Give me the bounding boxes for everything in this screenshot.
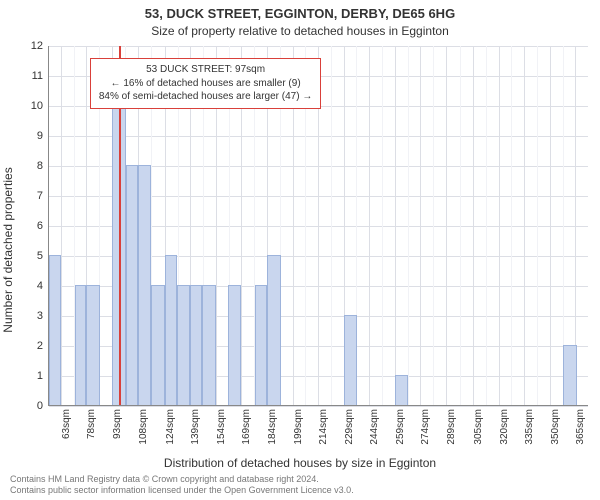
y-tick-label: 3 bbox=[37, 310, 43, 322]
x-tick-label: 214sqm bbox=[318, 409, 329, 445]
histogram-bar bbox=[267, 255, 281, 405]
x-tick-label: 63sqm bbox=[61, 409, 72, 439]
histogram-bar bbox=[563, 345, 577, 405]
histogram-bar bbox=[165, 255, 177, 405]
x-tick-label: 169sqm bbox=[241, 409, 252, 445]
chart-subtitle: Size of property relative to detached ho… bbox=[0, 24, 600, 38]
gridline-v bbox=[524, 46, 525, 405]
x-tick-label: 244sqm bbox=[369, 409, 380, 445]
histogram-bar bbox=[177, 285, 191, 405]
histogram-bar bbox=[344, 315, 358, 405]
x-tick-label: 229sqm bbox=[344, 409, 355, 445]
y-tick-label: 1 bbox=[37, 370, 43, 382]
y-tick-label: 6 bbox=[37, 220, 43, 232]
gridline-v-minor bbox=[408, 46, 409, 405]
gridline-v bbox=[369, 46, 370, 405]
gridline-v bbox=[420, 46, 421, 405]
y-tick-label: 11 bbox=[32, 70, 43, 82]
attribution-line-1: Contains HM Land Registry data © Crown c… bbox=[10, 474, 354, 485]
histogram-bar bbox=[151, 285, 165, 405]
x-tick-label: 320sqm bbox=[499, 409, 510, 445]
histogram-bar bbox=[138, 165, 152, 405]
gridline-v bbox=[446, 46, 447, 405]
histogram-bar bbox=[86, 285, 100, 405]
y-tick-label: 0 bbox=[37, 400, 43, 412]
histogram-bar bbox=[75, 285, 87, 405]
histogram-bar bbox=[190, 285, 202, 405]
x-tick-label: 365sqm bbox=[575, 409, 586, 445]
gridline-v bbox=[61, 46, 62, 405]
y-axis-label: Number of detached properties bbox=[1, 167, 15, 332]
gridline-h bbox=[49, 406, 588, 407]
attribution-line-2: Contains public sector information licen… bbox=[10, 485, 354, 496]
x-tick-label: 124sqm bbox=[165, 409, 176, 445]
x-tick-label: 108sqm bbox=[138, 409, 149, 445]
histogram-bar bbox=[126, 165, 138, 405]
gridline-v-minor bbox=[537, 46, 538, 405]
x-tick-label: 78sqm bbox=[86, 409, 97, 439]
x-tick-label: 139sqm bbox=[190, 409, 201, 445]
gridline-v-minor bbox=[331, 46, 332, 405]
callout-line-1: 53 DUCK STREET: 97sqm bbox=[99, 63, 312, 77]
gridline-v bbox=[499, 46, 500, 405]
gridline-v-minor bbox=[460, 46, 461, 405]
y-tick-label: 12 bbox=[31, 40, 43, 52]
x-tick-label: 154sqm bbox=[216, 409, 227, 445]
histogram-bar bbox=[395, 375, 409, 405]
y-tick-label: 2 bbox=[37, 340, 43, 352]
x-tick-label: 259sqm bbox=[395, 409, 406, 445]
x-tick-label: 184sqm bbox=[267, 409, 278, 445]
x-tick-label: 289sqm bbox=[446, 409, 457, 445]
chart-title: 53, DUCK STREET, EGGINTON, DERBY, DE65 6… bbox=[0, 6, 600, 21]
gridline-v-minor bbox=[382, 46, 383, 405]
x-tick-label: 274sqm bbox=[420, 409, 431, 445]
callout-line-3: 84% of semi-detached houses are larger (… bbox=[99, 90, 312, 104]
attribution: Contains HM Land Registry data © Crown c… bbox=[10, 474, 354, 497]
gridline-v-minor bbox=[511, 46, 512, 405]
x-tick-label: 199sqm bbox=[293, 409, 304, 445]
histogram-bar bbox=[228, 285, 242, 405]
gridline-v bbox=[550, 46, 551, 405]
y-tick-label: 10 bbox=[31, 100, 43, 112]
gridline-v bbox=[473, 46, 474, 405]
gridline-v-minor bbox=[433, 46, 434, 405]
y-tick-label: 5 bbox=[37, 250, 43, 262]
x-axis-label: Distribution of detached houses by size … bbox=[0, 456, 600, 470]
x-tick-label: 335sqm bbox=[524, 409, 535, 445]
callout-box: 53 DUCK STREET: 97sqm ← 16% of detached … bbox=[90, 58, 321, 109]
gridline-v bbox=[395, 46, 396, 405]
x-tick-label: 305sqm bbox=[473, 409, 484, 445]
plot-area: 012345678910111263sqm78sqm93sqm108sqm124… bbox=[48, 46, 588, 406]
chart-container: { "chart": { "type": "histogram", "title… bbox=[0, 0, 600, 500]
y-tick-label: 7 bbox=[37, 190, 43, 202]
y-tick-label: 9 bbox=[37, 130, 43, 142]
histogram-bar bbox=[202, 285, 216, 405]
x-tick-label: 93sqm bbox=[112, 409, 123, 439]
histogram-bar bbox=[255, 285, 267, 405]
histogram-bar bbox=[49, 255, 61, 405]
y-tick-label: 8 bbox=[37, 160, 43, 172]
gridline-v-minor bbox=[486, 46, 487, 405]
x-tick-label: 350sqm bbox=[550, 409, 561, 445]
y-tick-label: 4 bbox=[37, 280, 43, 292]
callout-line-2: ← 16% of detached houses are smaller (9) bbox=[99, 77, 312, 91]
